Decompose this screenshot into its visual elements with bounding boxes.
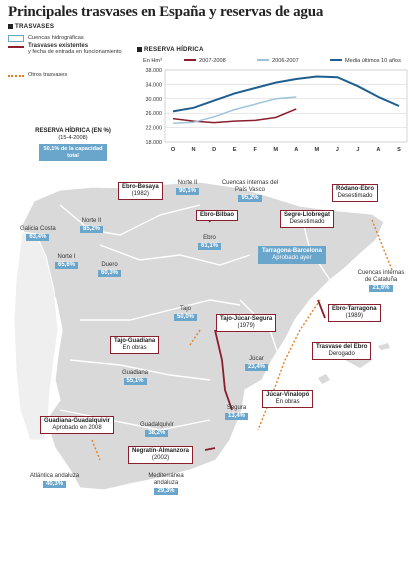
region-segura: Segura 13,4% — [225, 405, 249, 420]
x-tick-label: J — [356, 147, 359, 153]
ibiza-shape — [318, 374, 330, 384]
region-norte-i: Norte I 65,6% — [55, 254, 79, 269]
reserva-date: (15-4-2008) — [58, 135, 88, 141]
route-ebro-tarragona — [317, 299, 326, 319]
chart-legend: 2007-2008 2006-2007 Media últimos 10 años — [184, 58, 401, 64]
region-atlantica-andaluza: Atlántica andaluza 40,3% — [30, 473, 80, 488]
transfer-ebro-tarragona: Ebro-Tarragona (1989) — [328, 304, 381, 322]
x-tick-label: E — [233, 147, 237, 153]
legend-label-2: Media últimos 10 años — [345, 58, 401, 64]
page-title: Principales trasvases en España y reserv… — [8, 4, 324, 20]
reserva-heading: RESERVA HÍDRICA (EN %) — [35, 128, 111, 134]
transfer-tajo-guadiana: Tajo-Guadiana En obras — [110, 336, 160, 354]
region-cataluna: Cuencas internas de Cataluña 21,6% — [357, 270, 405, 292]
transfer-tarragona-barcelona: Tarragona-Barcelona Aprobado ayer — [258, 246, 326, 264]
route-negratin — [204, 447, 216, 451]
region-galicia-costa: Galicia Costa 63,4% — [20, 226, 56, 241]
cuencas-swatch — [8, 35, 24, 42]
x-tick-label: D — [212, 147, 216, 153]
region-pais-vasco: Cuencas internas del País Vasco 95,2% — [221, 180, 279, 202]
x-tick-label: M — [314, 147, 319, 153]
chart-y-label: En Hm³ — [143, 58, 162, 64]
section-square-icon — [137, 46, 142, 52]
y-tick-label: 22.000 — [146, 126, 163, 132]
transfer-tajo-jucar-segura: Tajo-Júcar-Segura (1979) — [216, 314, 277, 332]
y-tick-label: 18.000 — [146, 140, 163, 146]
x-tick-label: O — [171, 147, 176, 153]
transfer-negratin-almanzora: Negratín-Almanzora (2002) — [128, 446, 194, 464]
region-duero: Duero 60,3% — [98, 262, 122, 277]
y-tick-label: 38.000 — [146, 68, 163, 74]
reserva-total-badge: 50,1% de la capacidad total — [39, 144, 107, 162]
y-tick-label: 34.000 — [146, 82, 163, 88]
region-norte-ii-west: Norte II 85,2% — [80, 218, 104, 233]
x-tick-label: A — [376, 147, 380, 153]
x-tick-label: J — [336, 147, 339, 153]
map-legend: Cuencas hidrográficas Trasvases existent… — [8, 34, 128, 84]
transfer-ebro-bilbao: Ebro-Bilbao — [196, 210, 238, 221]
route-trasvase-ebro — [257, 299, 321, 431]
x-tick-label: M — [273, 147, 278, 153]
region-tajo: Tajo 50,0% — [174, 306, 198, 321]
route-tajo-guadiana — [189, 329, 201, 346]
series-line-0 — [172, 108, 297, 124]
basin-boundaries — [59, 204, 331, 431]
transfer-rodano-ebro: Ródano-Ebro Desestimado — [332, 184, 378, 202]
otros-swatch — [8, 75, 24, 77]
series-line-2 — [172, 75, 400, 113]
legend-existentes: Trasvases existentes y fecha de entrada e… — [28, 43, 122, 56]
chart-y-ticks: 38.000 34.000 30.000 26.000 22.000 18.000 — [146, 68, 163, 146]
legend-label-1: 2006-2007 — [272, 58, 299, 64]
section-square-icon — [8, 23, 13, 29]
region-norte-ii-east: Norte II 90,1% — [176, 180, 200, 195]
legend-label-0: 2007-2008 — [199, 58, 226, 64]
menorca-shape — [378, 343, 390, 350]
route-rodano-ebro — [371, 219, 393, 271]
region-guadalquivir: Guadalquivir 38,2% — [140, 422, 174, 437]
x-tick-label: F — [253, 147, 257, 153]
transfer-guadiana-guadalquivir: Guadiana-Guadalquivir Aprobado en 2008 — [40, 416, 115, 434]
legend-cuencas: Cuencas hidrográficas — [28, 35, 84, 41]
reserva-summary: RESERVA HÍDRICA (EN %) (15-4-2008) 50,1%… — [33, 128, 113, 162]
transfer-jucar-vinalopo: Júcar-Vinalopó En obras — [262, 390, 314, 408]
section-trasvases: TRASVASES — [8, 23, 54, 30]
route-tajo-segura — [214, 329, 233, 411]
y-tick-label: 26.000 — [146, 111, 163, 117]
region-jucar: Júcar 23,4% — [245, 356, 269, 371]
existentes-swatch — [8, 46, 24, 48]
other-transfers — [91, 219, 393, 461]
section-reserva: RESERVA HÍDRICA — [137, 46, 204, 53]
transfer-segre-llobregat: Segre-Llobregat Desestimado — [280, 210, 335, 228]
series-line-1 — [172, 96, 297, 125]
transfer-ebro-besaya: Ebro-Besaya (1982) — [118, 182, 163, 200]
region-ebro: Ebro 61,1% — [198, 235, 222, 250]
x-tick-label: S — [397, 147, 401, 153]
reserva-chart: 38.000 34.000 30.000 26.000 22.000 18.000 O N D… — [143, 58, 408, 153]
y-tick-label: 30.000 — [146, 97, 163, 103]
chart-series — [172, 75, 400, 125]
transfer-trasvase-ebro: Trasvase del Ebro Derogado — [312, 342, 372, 360]
route-guadiana-guadalquivir — [91, 439, 101, 461]
legend-otros: Otros trasvases — [28, 72, 68, 78]
region-mediterranea-andaluza: Mediterránea andaluza 29,3% — [148, 473, 184, 495]
region-guadiana: Guadiana 55,1% — [122, 370, 149, 385]
x-tick-label: A — [294, 147, 298, 153]
spain-mainland-shape — [21, 181, 385, 491]
x-tick-label: N — [192, 147, 196, 153]
